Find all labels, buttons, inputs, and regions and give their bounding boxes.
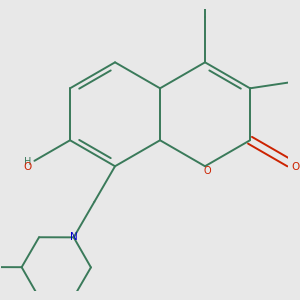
- Text: N: N: [70, 232, 78, 242]
- Text: O: O: [292, 162, 300, 172]
- Text: O: O: [203, 166, 211, 176]
- Text: H: H: [24, 158, 32, 167]
- Text: O: O: [24, 162, 32, 172]
